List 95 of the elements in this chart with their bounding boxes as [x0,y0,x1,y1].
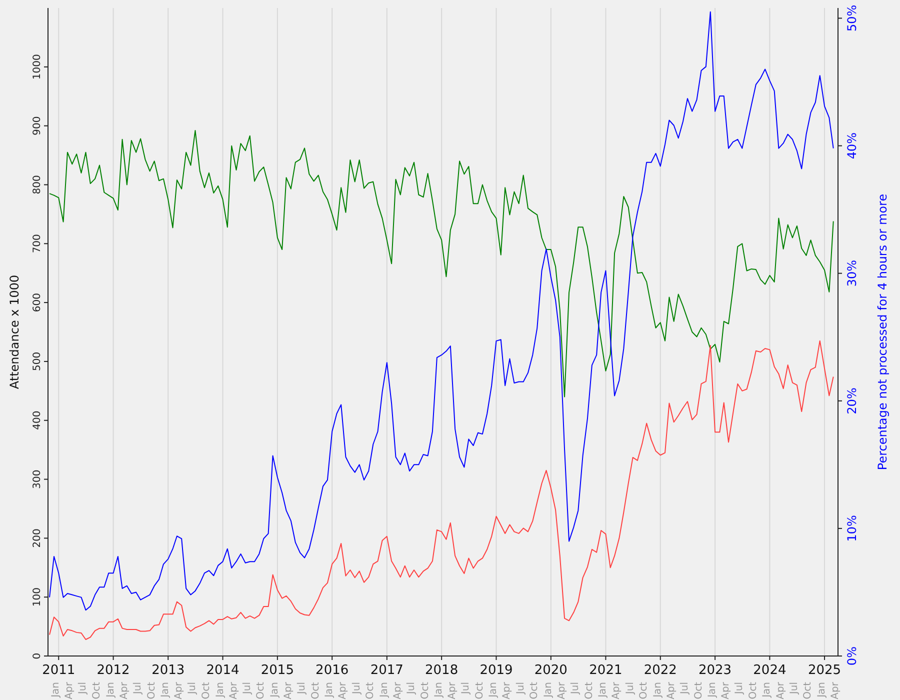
x2-tick-label: Oct [638,682,650,700]
x2-tick-label: Oct [146,682,158,700]
x-tick-label: 2017 [370,663,404,678]
x2-tick-label: Jan [50,682,62,698]
x2-tick-label: Oct [310,682,322,700]
x2-tick-label: Jul [734,682,746,696]
y2-tick-label: 50% [845,4,859,32]
x2-tick-label: Apr [282,681,294,700]
x2-tick-label: Oct [256,682,267,700]
x2-tick-label: Oct [529,682,540,700]
x2-tick-label: Oct [92,682,103,700]
y-tick-label: 100 [32,588,43,607]
x2-tick-label: Jul [460,682,472,696]
x2-tick-label: Jul [515,682,526,696]
x-tick-label: 2013 [152,663,185,678]
y-tick-label: 200 [32,528,43,548]
line-series [49,11,834,611]
x2-tick-label: Jan [652,682,664,698]
x2-tick-label: Apr [666,681,677,700]
y-tick-label: 500 [32,352,43,371]
x2-tick-label: Jul [788,682,800,696]
x2-tick-label: Apr [228,681,240,700]
line-series [49,340,834,640]
x2-tick-label: Oct [420,682,431,700]
y-tick-label: 600 [32,293,43,312]
y-tick-label: 300 [32,470,43,489]
x2-tick-label: Jan [434,682,445,698]
x2-tick-label: Jul [78,682,89,696]
x2-tick-label: Apr [447,681,458,700]
x2-tick-label: Jul [132,682,144,696]
y2-tick-label: 20% [845,388,859,414]
x2-tick-label: Jan [598,682,609,698]
x-tick-label: 2020 [534,663,568,678]
x2-tick-label: Oct [200,682,212,700]
y2-tick-label: 0% [845,646,859,666]
x2-tick-label: Apr [611,681,622,700]
x-tick-label: 2018 [425,663,458,678]
x2-tick-label: Apr [64,681,76,700]
y2-tick-label: 10% [845,515,859,542]
x2-tick-label: Jan [269,682,280,698]
x2-tick-label: Apr [830,681,841,700]
line-series [49,130,834,398]
x2-tick-label: Oct [748,682,759,700]
x2-tick-label: Jan [488,682,500,698]
x2-tick-label: Jan [542,682,554,698]
x2-tick-label: Apr [556,681,568,700]
x2-tick-label: Oct [365,682,376,700]
x2-tick-label: Apr [174,681,185,700]
y-tick-label: 1000 [32,54,43,80]
x-tick-label: 2016 [316,663,349,678]
x2-tick-label: Jul [406,682,418,696]
x2-tick-label: Jul [679,682,690,696]
x2-tick-label: Jan [707,682,718,698]
y2-tick-label: 40% [845,132,859,160]
y-axis-title: Attendance x 1000 [7,274,22,390]
y-tick-label: 800 [32,175,43,194]
x2-tick-label: Jul [296,682,308,696]
y2-axis-title: Percentage not processed for 4 hours or more [875,194,890,470]
x2-tick-label: Jul [242,682,253,696]
x2-tick-label: Jan [160,682,172,698]
x2-tick-label: Apr [720,681,732,700]
x2-tick-label: Jan [105,682,116,698]
x2-tick-label: Apr [118,681,130,700]
x2-tick-label: Jul [570,682,582,696]
x2-tick-label: Jan [324,682,336,698]
x2-tick-label: Oct [584,682,595,700]
x2-tick-label: Jan [214,682,226,698]
x-tick-label: 2024 [753,663,786,678]
x-tick-label: 2012 [96,663,130,678]
x2-tick-label: Oct [802,682,814,700]
y-tick-label: 400 [32,410,43,430]
x-tick-label: 2025 [808,663,842,678]
y-tick-label: 0 [32,652,43,660]
x-tick-label: 2022 [644,663,677,678]
x2-tick-label: Jan [378,682,390,698]
x2-tick-label: Oct [474,682,486,700]
x2-tick-label: Apr [775,681,786,700]
x2-tick-label: Apr [392,681,404,700]
x2-tick-label: Jul [351,682,362,696]
x2-tick-label: Oct [693,682,704,700]
x-tick-label: 2023 [698,663,732,678]
x2-tick-label: Jul [187,682,198,696]
y-tick-label: 700 [32,234,43,254]
x2-tick-label: Jul [624,682,636,696]
x-tick-label: 2014 [206,663,240,678]
x2-tick-label: Apr [502,681,513,700]
x2-tick-label: Apr [338,681,349,700]
x-tick-label: 2011 [42,663,76,678]
x2-tick-label: Jan [762,682,773,698]
x-tick-label: 2015 [260,663,294,678]
x-tick-label: 2019 [480,663,513,678]
y-tick-label: 900 [32,116,43,136]
x-tick-label: 2021 [589,663,622,678]
x2-tick-label: Jan [816,682,828,698]
y2-tick-label: 30% [845,260,859,287]
